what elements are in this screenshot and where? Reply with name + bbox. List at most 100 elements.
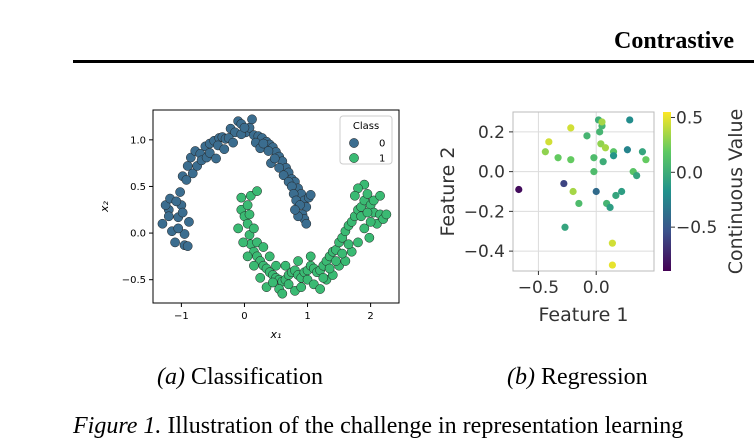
regression-point (609, 152, 618, 160)
x-tick-label: 2 (367, 311, 373, 322)
class-1-point (264, 251, 275, 262)
regression-point (596, 128, 604, 136)
y-tick-label: −0.4 (464, 242, 505, 262)
regression-point (515, 185, 523, 194)
class-1-point (359, 223, 370, 234)
regression-point (642, 156, 650, 164)
regression-point (598, 118, 606, 126)
x-axis-label: Feature 1 (539, 304, 629, 326)
class-1-point (337, 248, 348, 259)
class-1-point (365, 217, 376, 227)
class-0-point (182, 161, 193, 171)
class-1-point (280, 260, 291, 271)
regression-point (638, 148, 647, 156)
class-0-point (228, 137, 238, 148)
figure-caption-text: Illustration of the challenge in represe… (161, 413, 684, 439)
class-1-point (331, 256, 341, 266)
regression-point (567, 124, 575, 132)
class-0-point (187, 168, 198, 179)
class-1-point (349, 190, 360, 201)
y-tick-label: −0.2 (464, 202, 505, 222)
legend-label-1: 1 (379, 154, 385, 165)
class-0-point (247, 114, 257, 125)
regression-point (606, 203, 614, 211)
class-1-point (362, 207, 373, 218)
class-1-point (242, 200, 253, 210)
class-1-point (296, 282, 307, 292)
legend-marker-0 (349, 138, 359, 148)
figure-caption-label: Figure 1. (73, 413, 162, 439)
class-1-point (315, 284, 326, 294)
class-1-point (324, 263, 335, 274)
class-1-point (249, 260, 259, 271)
x-tick-label: 0 (241, 311, 247, 322)
regression-point (592, 187, 600, 196)
regression-point (599, 158, 607, 166)
regression-point (590, 154, 598, 162)
class-1-point (242, 251, 253, 262)
subfigure-caption-a: (a) Classification (157, 364, 323, 391)
colorbar (663, 112, 671, 271)
class-0-point (177, 207, 188, 218)
class-0-point (274, 162, 285, 173)
class-0-point (301, 218, 312, 229)
x-tick-label: 0.0 (583, 278, 610, 298)
class-1-point (233, 223, 244, 234)
y-tick-label: 0.5 (130, 182, 146, 193)
regression-point (626, 116, 634, 124)
class-1-point (305, 251, 316, 262)
y-tick-label: 0.0 (130, 229, 146, 240)
class-0-point (239, 122, 250, 133)
class-0-point (211, 153, 221, 164)
class-0-point (278, 170, 289, 181)
y-tick-label: −0.5 (122, 275, 146, 286)
class-0-point (258, 138, 269, 149)
class-1-point (283, 279, 294, 290)
class-0-point (182, 241, 193, 251)
subfigure-label-b: (b) (507, 364, 535, 390)
subfigure-caption-b: (b) Regression (507, 364, 648, 391)
running-header-title: Contrastive (614, 28, 734, 54)
regression-point (618, 187, 626, 196)
class-1-point (267, 277, 278, 288)
class-1-point (271, 260, 281, 271)
subfigure-text-a: Classification (184, 364, 323, 390)
class-0-point (184, 217, 194, 227)
regression-point (561, 223, 569, 231)
class-1-point (381, 209, 392, 220)
class-1-point (277, 288, 288, 299)
regression-point (567, 156, 575, 164)
class-1-point (238, 237, 249, 248)
class-1-point (353, 237, 363, 248)
class-1-point (364, 232, 375, 243)
x-tick-label: 1 (304, 311, 310, 322)
class-0-point (173, 223, 184, 234)
regression-point (608, 261, 616, 269)
y-tick-label: 1.0 (130, 135, 146, 146)
colorbar-tick-label: −0.5 (676, 218, 717, 238)
regression-scatter-chart: −0.5 0.0 −0.4 −0.2 0.0 0.2 Feature 1 Feature 2 0… (437, 108, 747, 326)
legend-marker-1 (349, 153, 359, 163)
regression-point (554, 154, 562, 162)
figure-caption: Figure 1. Illustration of the challenge … (73, 413, 683, 440)
plot-frame (152, 109, 400, 304)
regression-point (608, 239, 616, 247)
regression-point (633, 172, 641, 180)
class-0-point (171, 196, 182, 207)
regression-point (560, 179, 568, 188)
subfigure-text-b: Regression (534, 364, 648, 390)
class-1-point (236, 192, 247, 203)
colorbar-tick-label: 0.0 (676, 163, 703, 183)
legend-title: Class (353, 121, 379, 132)
regression-point (545, 138, 553, 146)
class-0-point (179, 229, 190, 239)
class-0-point (290, 204, 300, 215)
class-0-point (181, 175, 192, 185)
y-axis-label: x₂ (98, 200, 111, 213)
class-0-point (163, 211, 174, 222)
y-tick-label: 0.0 (478, 163, 505, 183)
class-1-point (258, 242, 269, 252)
class-0-point (219, 144, 230, 155)
legend-box (339, 115, 393, 165)
